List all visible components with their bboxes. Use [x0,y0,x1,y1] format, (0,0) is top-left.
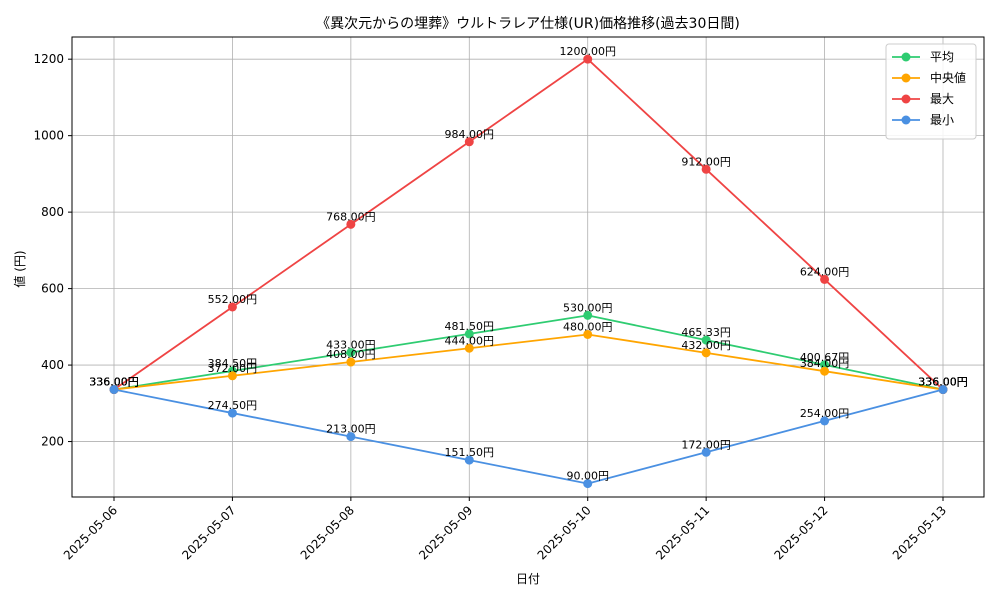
data-label: 336.00円 [918,376,968,389]
series-line [113,314,944,391]
data-label: 336.00円 [918,376,968,389]
y-tick-label: 800 [41,205,64,219]
y-axis-title: 値 (円) [12,250,27,287]
data-point [820,274,830,284]
y-tick-label: 600 [41,282,64,296]
data-label: 336.00円 [89,376,139,389]
data-label: 336.00円 [89,376,139,389]
legend-item: 最大 [892,92,954,106]
legend-marker [901,73,911,83]
series-lines [109,54,948,489]
data-label: 433.00円 [326,338,376,351]
data-point [464,455,474,465]
legend-item: 平均 [892,50,954,64]
data-labels: 336.00円 384.50円 433.00円 481.50円 530.00円 465.3… [89,45,968,482]
data-label: 254.00円 [800,407,850,420]
data-point [346,357,356,367]
y-tick-label: 200 [41,435,64,449]
legend-label: 平均 [930,50,954,64]
data-point [701,164,711,174]
chart-title: 《異次元からの埋葬》ウルトラレア仕様(UR)価格推移(過去30日間) [316,16,740,32]
data-label: 481.50円 [445,320,495,333]
data-point [583,54,593,64]
data-point [109,385,119,395]
data-point [346,432,356,442]
legend-item: 中央値 [892,70,966,85]
legend-box [885,43,977,140]
legend-marker [901,115,911,125]
data-label: 336.00円 [918,376,968,389]
data-point [701,447,711,457]
data-point [464,343,474,353]
series-line [113,333,944,391]
data-label: 90.00円 [566,470,609,483]
data-point [701,348,711,358]
data-label: 624.00円 [800,265,850,278]
data-label: 151.50円 [445,446,495,459]
series-line [113,58,944,391]
y-tick-label: 1000 [33,129,64,143]
data-label: 336.00円 [918,376,968,389]
legend-marker [901,94,911,104]
data-point [583,479,593,489]
x-axis-title: 日付 [516,572,540,586]
data-label: 372.00円 [208,362,258,375]
data-label: 530.00円 [563,301,613,314]
legend-marker [901,52,911,62]
series-最小 [109,385,948,489]
data-label: 465.33円 [681,326,731,339]
data-label: 213.00円 [326,423,376,436]
data-label: 768.00円 [326,210,376,223]
data-label: 1200.00円 [559,45,616,58]
grid-lines [72,37,984,497]
y-tick-label: 1200 [33,52,64,66]
y-tick-label: 400 [41,358,64,372]
data-label: 336.00円 [89,376,139,389]
legend-label: 中央値 [930,70,966,85]
data-point [820,416,830,426]
data-point [820,366,830,376]
data-point [227,371,237,381]
data-label: 274.50円 [208,399,258,412]
legend-item: 最小 [892,113,954,127]
data-label: 408.00円 [326,348,376,361]
data-point [227,408,237,418]
data-label: 384.50円 [208,357,258,370]
data-point [227,302,237,312]
series-line [113,388,944,485]
plot-frame [71,36,985,498]
data-label: 984.00円 [445,128,495,141]
data-point [346,347,356,357]
data-label: 400.67円 [800,351,850,364]
data-label: 336.00円 [89,376,139,389]
legend-label: 最小 [930,113,954,127]
data-point [583,329,593,339]
data-label: 480.00円 [563,320,613,333]
data-label: 384.00円 [800,357,850,370]
data-label: 912.00円 [681,155,731,168]
data-point [938,385,948,395]
data-point [346,219,356,229]
legend-label: 最大 [930,92,954,106]
data-label: 444.00円 [445,334,495,347]
data-point [464,329,474,339]
data-label: 432.00円 [681,339,731,352]
data-point [701,335,711,345]
data-point [464,137,474,147]
data-label: 172.00円 [681,438,731,451]
data-point [820,360,830,370]
data-point [583,310,593,320]
data-label: 552.00円 [208,293,258,306]
series-最大 [109,54,948,395]
